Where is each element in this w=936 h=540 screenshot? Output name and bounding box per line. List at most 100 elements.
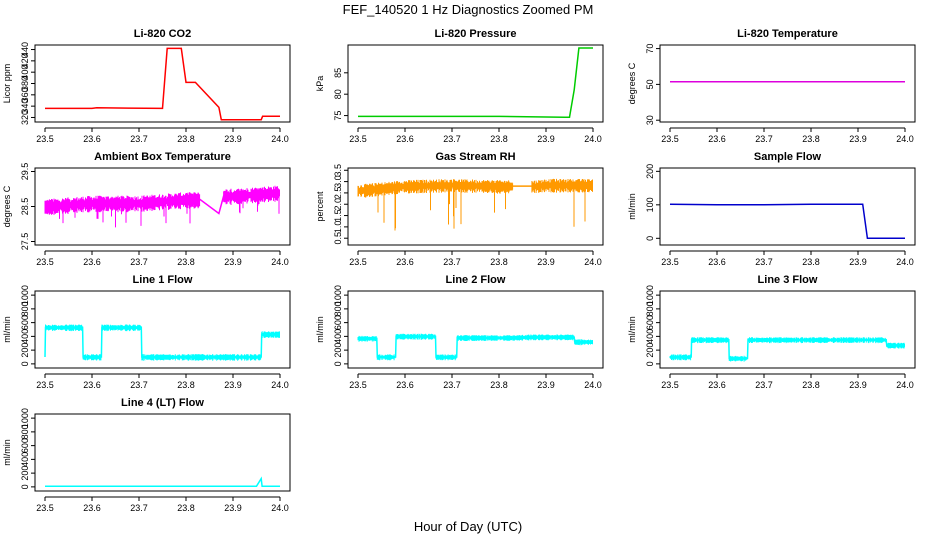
y-tick-label: 800 [645,301,655,316]
x-tick-label: 23.5 [349,380,367,390]
y-axis-label: ml/min [2,316,12,343]
panel-title: Gas Stream RH [435,151,515,163]
x-tick-label: 23.8 [802,134,820,144]
x-tick-label: 23.7 [755,380,773,390]
panel-4: Ambient Box Temperature 23.5 23.6 23.7 23.8 2… [2,151,291,267]
y-axis-label: degrees C [627,62,637,104]
x-tick-label: 23.8 [177,380,195,390]
plot-frame [347,44,604,123]
x-tick-label: 23.6 [708,134,726,144]
panel-title: Line 2 Flow [446,274,506,286]
x-tick-label: 23.6 [396,257,414,267]
x-tick-label: 24.0 [271,257,289,267]
series-line [357,184,593,192]
plot-frame [347,290,604,369]
panel-title: Li-820 Pressure [435,28,517,40]
x-tick-label: 23.8 [490,380,508,390]
y-tick-label: 1.0 [333,221,343,234]
x-tick-label: 23.7 [443,134,461,144]
y-tick-label: 1000 [333,285,343,305]
y-tick-label: 400 [20,452,30,467]
x-tick-label: 23.7 [130,380,148,390]
x-tick-label: 24.0 [896,134,914,144]
x-tick-label: 23.8 [490,134,508,144]
x-tick-label: 23.8 [177,257,195,267]
y-tick-label: 340 [20,99,30,114]
y-tick-label: 29.5 [20,163,30,181]
x-tick-label: 23.8 [802,380,820,390]
plot-frame [34,44,291,123]
y-tick-label: 80 [333,89,343,99]
series-line [44,191,281,215]
series-line [44,326,280,358]
x-tick-label: 23.5 [36,134,54,144]
y-tick-label: 400 [20,329,30,344]
y-tick-label: 800 [20,301,30,316]
plot-frame [659,167,916,246]
x-tick-label: 23.7 [755,257,773,267]
series-line [669,203,905,240]
x-tick-label: 24.0 [896,380,914,390]
y-tick-label: 400 [333,329,343,344]
y-tick-label: 420 [20,53,30,68]
x-tick-label: 23.7 [130,257,148,267]
x-tick-label: 23.5 [661,257,679,267]
series-noise-band [44,185,280,228]
y-tick-label: 200 [20,343,30,358]
x-tick-label: 23.9 [537,380,555,390]
panel-6: Sample Flow 23.5 23.6 23.7 23.8 23.9 24.0 0 100 2… [627,151,916,267]
panel-1: Li-820 CO2 23.5 23.6 23.7 23.8 23.9 24.0 320340… [2,28,291,144]
x-tick-label: 23.6 [708,380,726,390]
x-tick-label: 23.8 [490,257,508,267]
x-tick-label: 23.6 [708,257,726,267]
panel-title: Ambient Box Temperature [94,151,231,163]
plot-frame [659,290,916,369]
panel-5: Gas Stream RH 23.5 23.6 23.7 23.8 23.9 24.0 0.5… [315,151,604,267]
y-axis-label: kPa [315,76,325,92]
y-tick-label: 200 [645,164,655,179]
x-tick-label: 23.9 [224,134,242,144]
x-tick-label: 23.7 [130,503,148,513]
series-line [670,339,905,360]
y-tick-label: 0 [333,361,343,366]
x-tick-label: 23.9 [537,257,555,267]
x-tick-label: 23.9 [224,257,242,267]
y-tick-label: 3.0 [333,175,343,188]
series-line [358,335,593,358]
series-line [45,47,280,121]
plot-frame [34,413,291,492]
y-tick-label: 2.0 [333,198,343,211]
x-tick-label: 23.6 [396,134,414,144]
y-tick-label: 600 [645,315,655,330]
y-tick-label: 1000 [20,408,30,428]
panel-title: Li-820 Temperature [737,28,838,40]
x-tick-label: 24.0 [584,380,602,390]
y-tick-label: 400 [20,65,30,80]
x-tick-label: 23.6 [83,380,101,390]
y-axis-label: ml/min [627,316,637,343]
y-axis-label: Licor ppm [2,64,12,104]
x-tick-label: 23.9 [224,380,242,390]
x-tick-label: 23.8 [177,134,195,144]
panel-7: Line 1 Flow 23.5 23.6 23.7 23.8 23.9 24.0 0 2004… [2,274,291,390]
x-tick-label: 24.0 [896,257,914,267]
y-tick-label: 0 [645,236,655,241]
y-tick-label: 0.5 [333,232,343,245]
x-tick-label: 23.9 [849,134,867,144]
panel-3: Li-820 Temperature 23.5 23.6 23.7 23.8 23.9 24… [627,28,916,144]
x-tick-label: 23.5 [36,380,54,390]
x-tick-label: 23.5 [661,380,679,390]
y-tick-label: 320 [20,110,30,125]
y-tick-label: 3.5 [333,164,343,177]
y-tick-label: 70 [645,44,655,54]
y-tick-label: 85 [333,68,343,78]
panel-title: Line 1 Flow [133,274,193,286]
y-tick-label: 360 [20,87,30,102]
figure-title: FEF_140520 1 Hz Diagnostics Zoomed PM [343,2,594,17]
x-tick-label: 23.5 [661,134,679,144]
panel-9: Line 3 Flow 23.5 23.6 23.7 23.8 23.9 24.0 0 2004… [627,274,916,390]
y-tick-label: 440 [20,42,30,57]
series-noise-band [45,324,280,361]
x-tick-label: 23.9 [849,257,867,267]
x-tick-label: 24.0 [584,134,602,144]
